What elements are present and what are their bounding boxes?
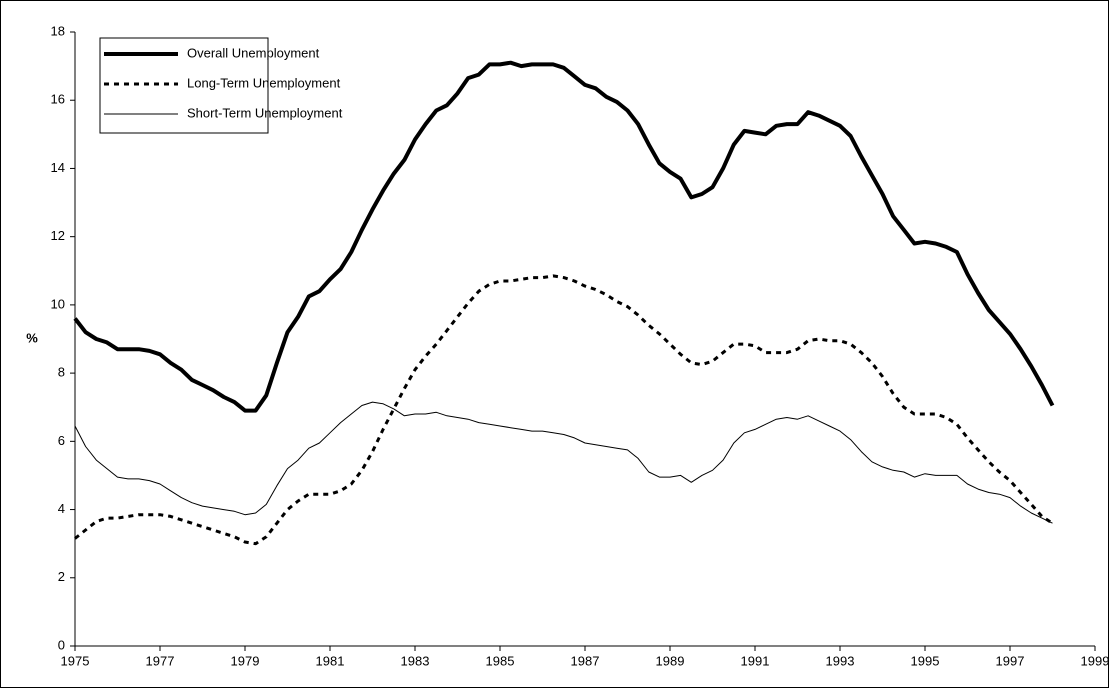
y-tick-label: 18 (51, 23, 65, 38)
x-tick-label: 1993 (826, 653, 855, 668)
series-line (74, 401, 1053, 524)
y-tick-label: 16 (51, 92, 65, 107)
legend-label: Long-Term Unemployment (187, 75, 341, 90)
x-tick-label: 1997 (996, 653, 1025, 668)
y-tick-label: 8 (58, 365, 65, 380)
x-tick-label: 1999 (1081, 653, 1109, 668)
y-tick-label: 2 (58, 569, 65, 584)
y-tick-label: 6 (58, 433, 65, 448)
x-tick-label: 1985 (486, 653, 515, 668)
legend-label: Overall Unemployment (187, 45, 320, 60)
x-tick-label: 1995 (911, 653, 940, 668)
series-line (73, 60, 1055, 413)
legend-label: Short-Term Unemployment (187, 105, 343, 120)
y-tick-label: 0 (58, 637, 65, 652)
x-tick-label: 1977 (146, 653, 175, 668)
y-axis-label: % (26, 330, 38, 345)
x-tick-label: 1989 (656, 653, 685, 668)
x-tick-label: 1983 (401, 653, 430, 668)
x-tick-label: 1979 (231, 653, 260, 668)
y-tick-label: 12 (51, 228, 65, 243)
x-tick-label: 1975 (61, 653, 90, 668)
x-tick-label: 1981 (316, 653, 345, 668)
y-tick-label: 4 (58, 501, 65, 516)
y-tick-label: 10 (51, 296, 65, 311)
x-tick-label: 1991 (741, 653, 770, 668)
series-line (74, 274, 1054, 546)
y-tick-label: 14 (51, 160, 65, 175)
x-tick-label: 1987 (571, 653, 600, 668)
